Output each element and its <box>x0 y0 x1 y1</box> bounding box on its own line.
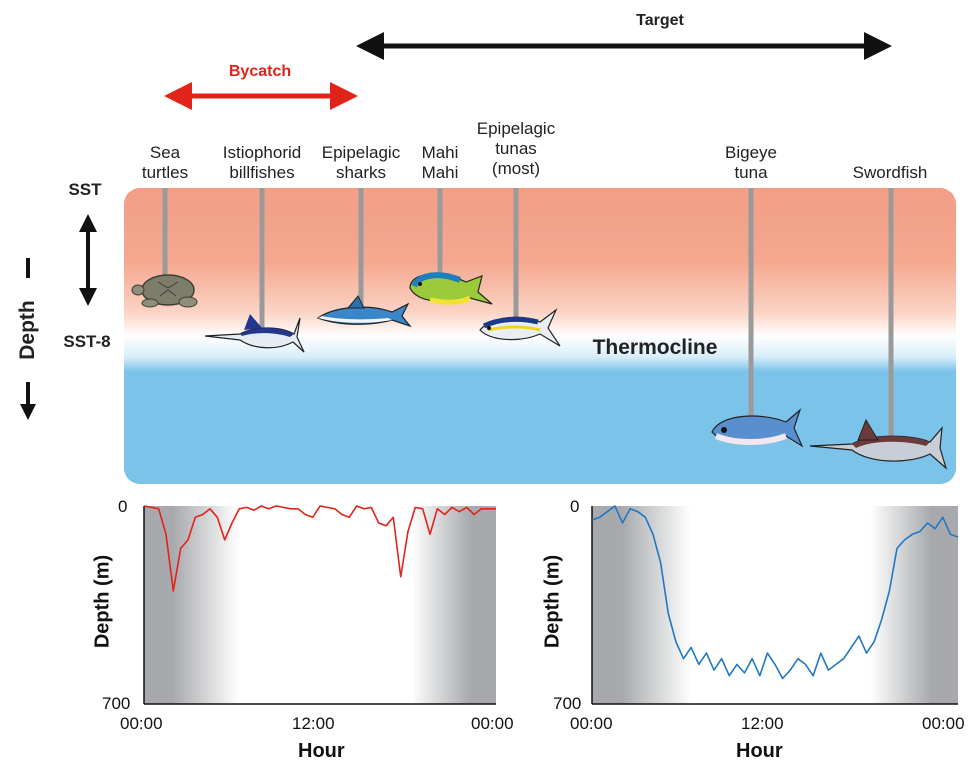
left-x-tick-start: 00:00 <box>120 714 163 733</box>
depth-axis-arrow <box>20 258 36 420</box>
night-shade-right <box>870 506 958 704</box>
depth-axis-label: Depth <box>16 300 39 360</box>
right-y-tick-700: 700 <box>553 694 582 713</box>
night-shade-right <box>411 506 496 704</box>
water-column <box>124 188 956 484</box>
depth-lines <box>162 188 894 438</box>
right-y-axis-title: Depth (m) <box>541 554 564 649</box>
left-y-axis-title: Depth (m) <box>91 554 114 649</box>
sst-range-arrow <box>79 214 97 306</box>
right-y-tick-0: 0 <box>570 497 580 516</box>
depth-series-line <box>591 505 959 680</box>
right-x-axis-title: Hour <box>736 740 783 762</box>
yellowfin-tuna-icon <box>479 308 561 347</box>
species-label-bigeye: Bigeye tuna <box>725 143 777 182</box>
left-y-tick-700: 700 <box>102 694 131 713</box>
sst-label: SST <box>68 180 102 199</box>
bycatch-label: Bycatch <box>228 63 292 80</box>
right-x-tick-mid: 12:00 <box>741 714 784 733</box>
right-x-tick-end: 00:00 <box>922 714 965 733</box>
shark-icon <box>316 295 412 328</box>
swordfish-icon <box>809 418 948 470</box>
thermocline-label: Thermocline <box>592 336 718 359</box>
left-x-axis-title: Hour <box>298 740 345 762</box>
right-x-tick-start: 00:00 <box>570 714 613 733</box>
target-label: Target <box>636 12 684 29</box>
depth-series-line <box>143 505 496 592</box>
mahi-mahi-icon <box>409 272 493 305</box>
right-depth-chart <box>591 505 959 705</box>
left-x-tick-mid: 12:00 <box>292 714 335 733</box>
left-x-tick-end: 00:00 <box>471 714 514 733</box>
night-shade-left <box>592 506 691 704</box>
species-label-mahi: Mahi Mahi <box>421 143 459 182</box>
species-label-sea-turtles: Sea turtles <box>141 143 189 182</box>
left-y-tick-0: 0 <box>118 497 128 516</box>
species-label-billfishes: Istiophorid billfishes <box>222 143 302 182</box>
billfish-icon <box>204 314 305 353</box>
sea-turtle-icon <box>131 274 198 308</box>
species-label-swordfish: Swordfish <box>852 163 928 182</box>
species-label-tunas: Epipelagic tunas (most) <box>476 119 556 178</box>
sst8-label: SST-8 <box>63 332 111 351</box>
species-label-sharks: Epipelagic sharks <box>321 143 401 182</box>
bycatch-arrow <box>164 82 358 110</box>
bigeye-tuna-icon <box>711 408 804 448</box>
night-shade-left <box>144 506 240 704</box>
target-arrow <box>356 32 892 60</box>
left-depth-chart <box>143 505 496 705</box>
